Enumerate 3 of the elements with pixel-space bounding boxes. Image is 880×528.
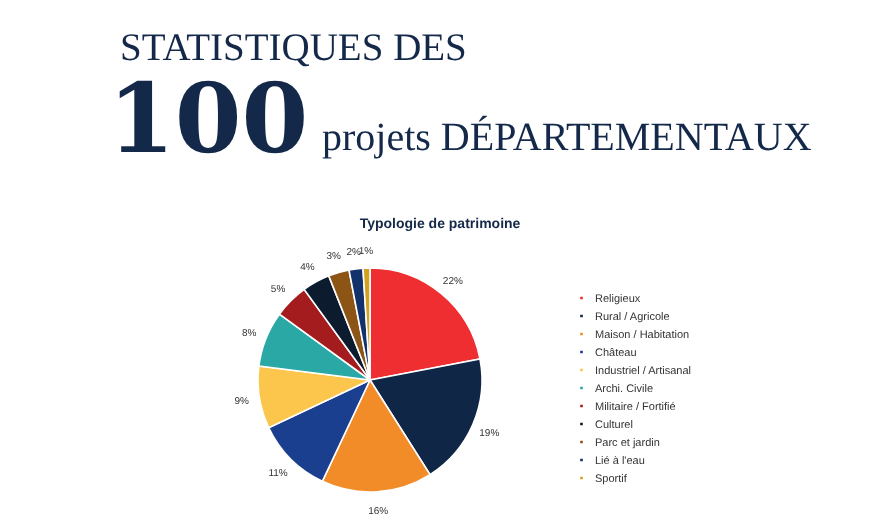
text: 100 (108, 64, 309, 176)
text: projets DÉPARTEMENTAUX (322, 114, 813, 160)
text: STATISTIQUES DES (120, 28, 467, 70)
